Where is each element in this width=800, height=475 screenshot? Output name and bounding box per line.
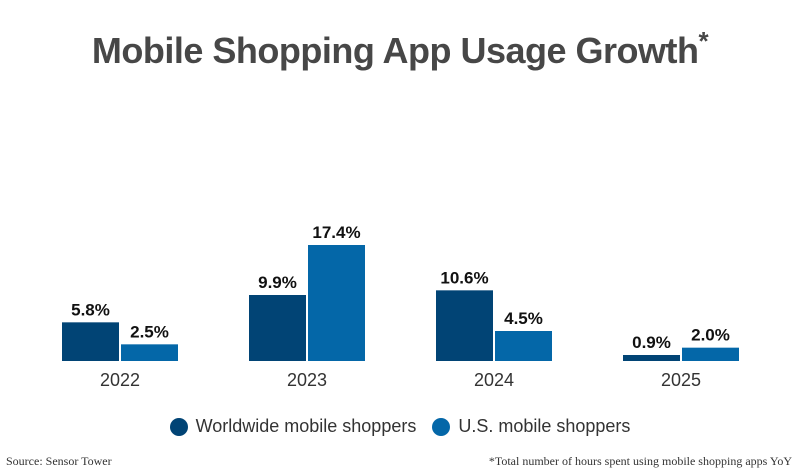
legend-swatch-worldwide	[169, 417, 188, 436]
bar-worldwide-2022	[62, 322, 119, 361]
data-label-worldwide-2022: 5.8%	[71, 300, 110, 319]
bar-us-2022	[121, 344, 178, 361]
data-label-worldwide-2024: 10.6%	[440, 268, 488, 287]
bar-worldwide-2024	[436, 290, 493, 361]
x-tick-label-2024: 2024	[474, 370, 514, 390]
x-tick-label-2025: 2025	[661, 370, 701, 390]
bar-worldwide-2025	[623, 355, 680, 361]
x-tick-label-2023: 2023	[287, 370, 327, 390]
data-label-us-2025: 2.0%	[691, 326, 730, 345]
footnote: *Total number of hours spent using mobil…	[488, 454, 792, 468]
data-label-us-2022: 2.5%	[130, 322, 169, 341]
bar-chart: 5.8% 2.5% 2022 9.9% 17.4% 2023 10.6% 4.5% 2024 0.…	[62, 223, 739, 390]
data-label-us-2023: 17.4%	[312, 223, 360, 242]
source-note: Source: Sensor Tower	[6, 454, 112, 468]
chart-legend: Worldwide mobile shoppers U.S. mobile sh…	[0, 416, 800, 437]
chart-title-text: Mobile Shopping App Usage Growth	[91, 30, 699, 71]
bar-us-2023	[308, 245, 365, 361]
legend-label-us: U.S. mobile shoppers	[458, 416, 631, 436]
bar-worldwide-2023	[249, 295, 306, 361]
data-label-worldwide-2023: 9.9%	[258, 273, 297, 292]
data-label-us-2024: 4.5%	[504, 309, 543, 328]
legend-item-worldwide: Worldwide mobile shoppers	[169, 416, 417, 437]
legend-item-us: U.S. mobile shoppers	[432, 416, 630, 437]
title-asterisk: *	[698, 26, 709, 56]
x-tick-label-2022: 2022	[100, 370, 140, 390]
bar-us-2024	[495, 331, 552, 361]
chart-title: Mobile Shopping App Usage Growth*	[0, 28, 800, 72]
legend-swatch-us	[432, 417, 451, 436]
data-label-worldwide-2025: 0.9%	[632, 333, 671, 352]
legend-label-worldwide: Worldwide mobile shoppers	[195, 416, 417, 436]
bar-us-2025	[682, 347, 739, 361]
